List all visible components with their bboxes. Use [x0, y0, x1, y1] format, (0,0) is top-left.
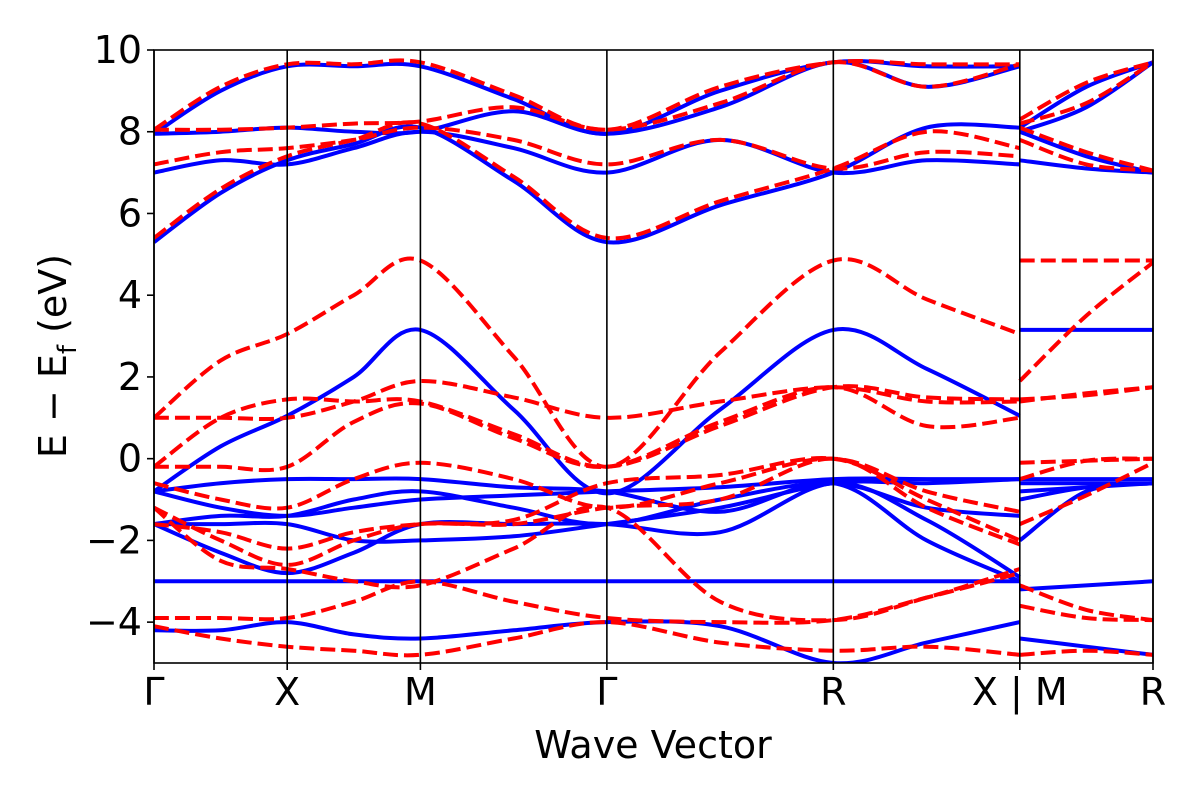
band-line-dashed-14-segment-1	[154, 384, 1020, 469]
y-tick-label-4: 2	[118, 355, 142, 399]
band-lines	[154, 58, 1153, 663]
y-axis-label: E − Ef (eV)	[31, 254, 83, 458]
y-tick-label-8: 10	[94, 28, 142, 72]
band-line-solid-12-segment-1	[154, 59, 1020, 136]
y-tick-label-5: 4	[118, 273, 142, 317]
band-line-dashed-26-segment-1	[154, 58, 1020, 132]
band-line-solid-12-segment-2	[1019, 60, 1153, 134]
x-tick-label-6: X | M	[972, 670, 1068, 715]
band-line-dashed-22-segment-1	[154, 620, 1020, 658]
y-axis-label-subscript: f	[53, 344, 83, 354]
y-tick-label-3: 0	[118, 437, 142, 481]
band-line-dashed-16-segment-2	[1019, 385, 1153, 402]
y-axis-ticks: −4 −2 0 2 4 6 8 10	[86, 28, 154, 644]
band-line-dashed-18-segment-2	[1019, 456, 1153, 482]
band-line-solid-10-segment-2	[1019, 158, 1153, 175]
x-tick-label-2: X	[274, 670, 300, 714]
band-line-dashed-13-segment-1	[154, 378, 1020, 421]
band-line-solid-11-segment-2	[1018, 60, 1153, 130]
band-line-solid-6-segment-1	[154, 481, 1021, 579]
band-line-dashed-25-segment-1	[154, 60, 1021, 132]
x-tick-label-3: M	[404, 670, 437, 714]
band-line-dashed-24-segment-2	[1019, 138, 1153, 173]
band-line-solid-7-segment-2	[1019, 579, 1153, 592]
band-line-dashed-20-segment-1	[154, 504, 1021, 623]
y-tick-label-1: −4	[86, 600, 142, 644]
band-line-solid-10-segment-1	[154, 129, 1020, 176]
band-line-solid-9-segment-1	[154, 122, 1020, 245]
band-line-solid-9-segment-2	[1019, 129, 1153, 175]
y-tick-label-6: 6	[118, 191, 142, 235]
plot-frame	[153, 49, 1154, 664]
x-tick-label-5: R	[820, 670, 846, 714]
band-line-dashed-23-segment-1	[154, 120, 1021, 241]
y-tick-label-2: −2	[86, 518, 142, 562]
band-line-dashed-17-segment-1	[154, 456, 1021, 514]
y-axis-label-unit: (eV)	[31, 254, 75, 333]
band-line-dashed-16-segment-1	[154, 385, 1021, 473]
band-line-solid-11-segment-1	[154, 60, 1021, 136]
band-line-dashed-25-segment-2	[1018, 60, 1153, 122]
x-axis-ticks: Γ X M Γ R X | M R	[143, 663, 1166, 715]
y-axis-label-main: E − E	[31, 354, 75, 458]
band-line-dashed-19-segment-1	[154, 456, 1021, 551]
band-line-dashed-19-segment-2	[1019, 461, 1153, 526]
band-line-dashed-21-segment-1	[154, 571, 1021, 625]
band-line-solid-8-segment-1	[154, 619, 1021, 663]
band-line-dashed-26-segment-2	[1019, 60, 1153, 126]
band-line-dashed-20-segment-2	[1019, 583, 1153, 623]
band-line-dashed-13-segment-2	[1018, 260, 1153, 383]
band-line-dashed-22-segment-2	[1019, 648, 1153, 657]
x-tick-label-7: R	[1140, 670, 1166, 714]
band-line-dashed-21-segment-2	[1019, 603, 1153, 623]
band-line-solid-6-segment-2	[1019, 481, 1153, 502]
band-line-solid-1-segment-1	[154, 477, 1020, 544]
y-tick-label-7: 8	[118, 110, 142, 154]
x-tick-label-1: Γ	[143, 670, 164, 714]
band-line-dashed-18-segment-1	[154, 456, 1021, 567]
band-line-dashed-15-segment-1	[154, 256, 1021, 469]
band-line-dashed-23-segment-2	[1019, 125, 1153, 173]
x-tick-label-4: Γ	[596, 670, 617, 714]
band-line-dashed-24-segment-1	[154, 125, 1020, 171]
x-axis-label: Wave Vector	[534, 723, 772, 767]
